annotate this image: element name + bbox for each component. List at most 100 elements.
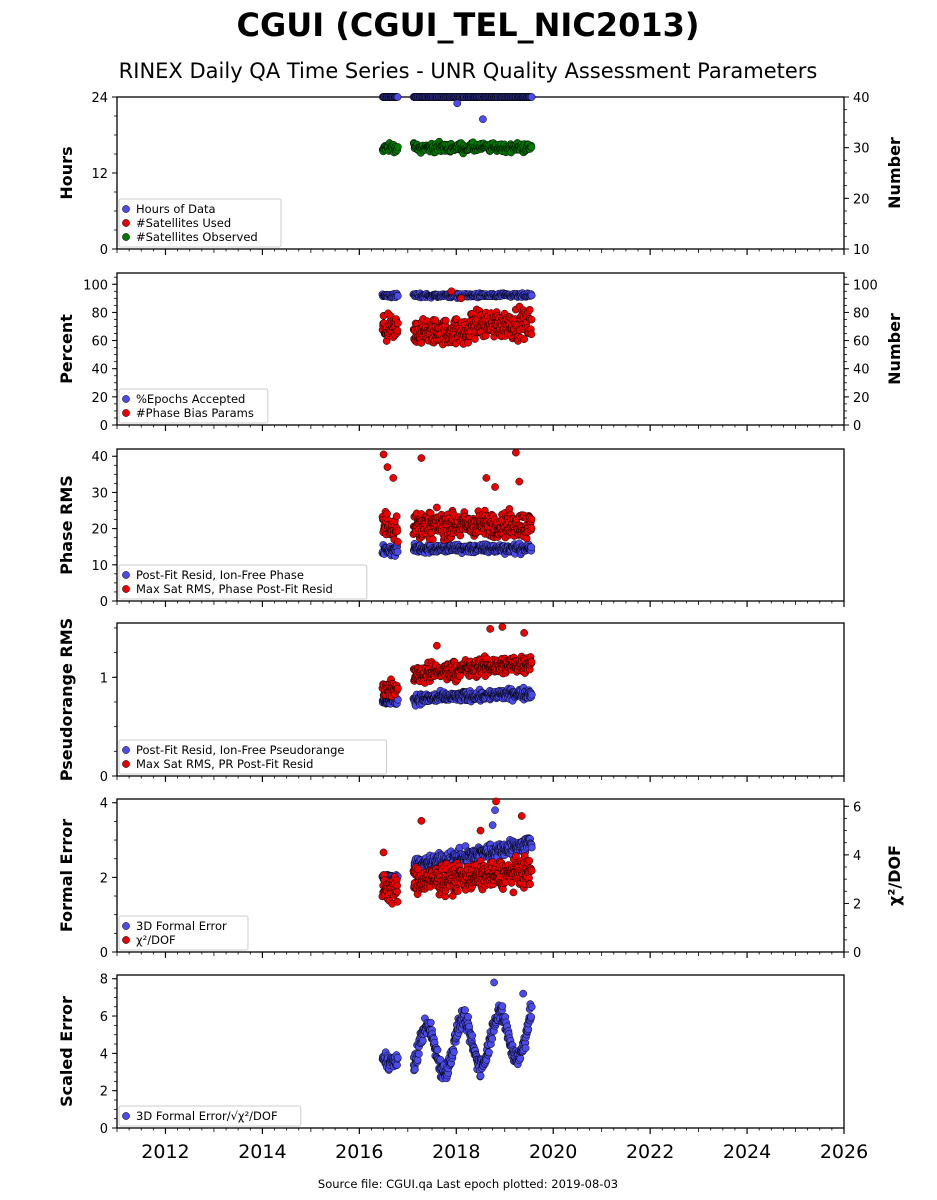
y-tick-label: 0 [100, 419, 108, 434]
series-points [378, 93, 536, 158]
data-point [393, 547, 402, 556]
data-point [527, 843, 536, 852]
data-point [520, 629, 528, 637]
y-tick-label: 6 [100, 1010, 108, 1025]
data-point [393, 93, 402, 101]
x-tick-label: 2020 [529, 1141, 577, 1163]
data-point [453, 99, 462, 108]
series-points [378, 448, 536, 560]
y-tick-label: 80 [91, 306, 108, 321]
data-point [419, 1036, 427, 1045]
y2-tick-label: 30 [853, 142, 870, 157]
y2-tick-label: 40 [853, 363, 870, 378]
data-point [394, 684, 402, 693]
data-point [490, 978, 498, 987]
y-tick-label: 0 [100, 946, 108, 961]
page-subtitle: RINEX Daily QA Time Series - UNR Quality… [119, 59, 818, 83]
data-point [527, 515, 536, 524]
y-tick-label: 4 [100, 1047, 108, 1062]
y-axis-label: Pseudorange RMS [57, 618, 76, 781]
data-point [471, 335, 479, 343]
y2-tick-label: 20 [853, 192, 870, 207]
legend-marker [122, 1112, 130, 1120]
y2-tick-label: 0 [853, 419, 861, 434]
data-point [527, 543, 536, 552]
data-point [527, 315, 536, 324]
data-point [433, 641, 441, 650]
plot-frame [116, 974, 845, 1129]
legend-marker [122, 395, 130, 403]
legend-marker [122, 219, 130, 227]
y2-tick-label: 20 [853, 391, 870, 406]
footer-source: Source file: CGUI.qa Last epoch plotted:… [318, 1177, 618, 1191]
y-tick-label: 2 [100, 871, 108, 886]
data-point [525, 856, 534, 865]
data-point [383, 463, 392, 471]
data-point [509, 888, 518, 897]
y-tick-label: 30 [91, 486, 108, 501]
y-tick-label: 60 [91, 335, 108, 350]
panel-2: 0 20 40 60 80 100 Percent 0 20 40 60 80 100 Number %Ep… [57, 272, 904, 434]
y-tick-label: 24 [91, 91, 108, 106]
data-point [468, 1031, 477, 1040]
legend: %Epochs Accepted#Phase Bias Params [118, 388, 269, 424]
data-point [527, 1012, 535, 1021]
y2-tick-label: 6 [853, 800, 861, 815]
data-point [431, 316, 440, 324]
data-point [527, 658, 536, 666]
series-points [378, 978, 536, 1083]
data-point [433, 1046, 442, 1054]
y-axis-label: Scaled Error [57, 996, 76, 1107]
legend-marker [122, 205, 130, 213]
legend-marker [122, 922, 130, 930]
legend: Hours of Data#Satellites Used#Satellites… [118, 198, 282, 248]
data-point [415, 1050, 423, 1058]
y-tick-label: 10 [91, 559, 108, 574]
data-point [394, 143, 402, 151]
legend-marker [122, 233, 130, 241]
data-point [393, 1053, 402, 1062]
data-point [379, 450, 388, 459]
legend: Post-Fit Resid, Ion-Free PseudorangeMax … [118, 739, 388, 775]
legend-marker [122, 585, 130, 593]
legend-label: #Satellites Observed [136, 230, 258, 244]
data-point [379, 848, 388, 857]
y-tick-label: 20 [91, 523, 108, 538]
data-point [461, 1006, 469, 1014]
y2-tick-label: 10 [853, 243, 870, 258]
y-tick-label: 100 [83, 278, 108, 293]
y-tick-label: 8 [100, 973, 108, 988]
data-point [450, 1048, 458, 1056]
data-point [516, 1054, 525, 1063]
y2-tick-label: 60 [853, 335, 870, 350]
data-point [527, 330, 536, 339]
data-point [527, 690, 536, 699]
data-point [393, 897, 402, 906]
y-tick-label: 12 [91, 167, 108, 182]
legend: 3D Formal Error/√χ²/DOF [118, 1105, 302, 1127]
series-points [378, 797, 536, 908]
y-tick-label: 0 [100, 770, 108, 785]
data-point [393, 527, 402, 536]
series-points [378, 623, 536, 710]
x-tick-label: 2018 [432, 1141, 480, 1163]
x-tick-label: 2026 [820, 1141, 868, 1163]
legend-label: χ²/DOF [136, 933, 176, 947]
data-point [464, 1013, 472, 1021]
data-point [491, 483, 499, 491]
y2-axis-label: Number [885, 137, 904, 209]
legend-marker [122, 571, 130, 579]
y-tick-label: 0 [100, 1122, 108, 1137]
y-axis-label: Hours [57, 146, 76, 199]
legend-marker [122, 760, 130, 768]
data-point [527, 524, 536, 533]
data-point [491, 806, 499, 815]
y-tick-label: 40 [91, 450, 108, 465]
y-tick-label: 40 [91, 363, 108, 378]
data-point [476, 1071, 485, 1080]
data-point [456, 531, 465, 540]
y2-tick-label: 80 [853, 306, 870, 321]
legend-label: Max Sat RMS, PR Post-Fit Resid [136, 757, 313, 771]
